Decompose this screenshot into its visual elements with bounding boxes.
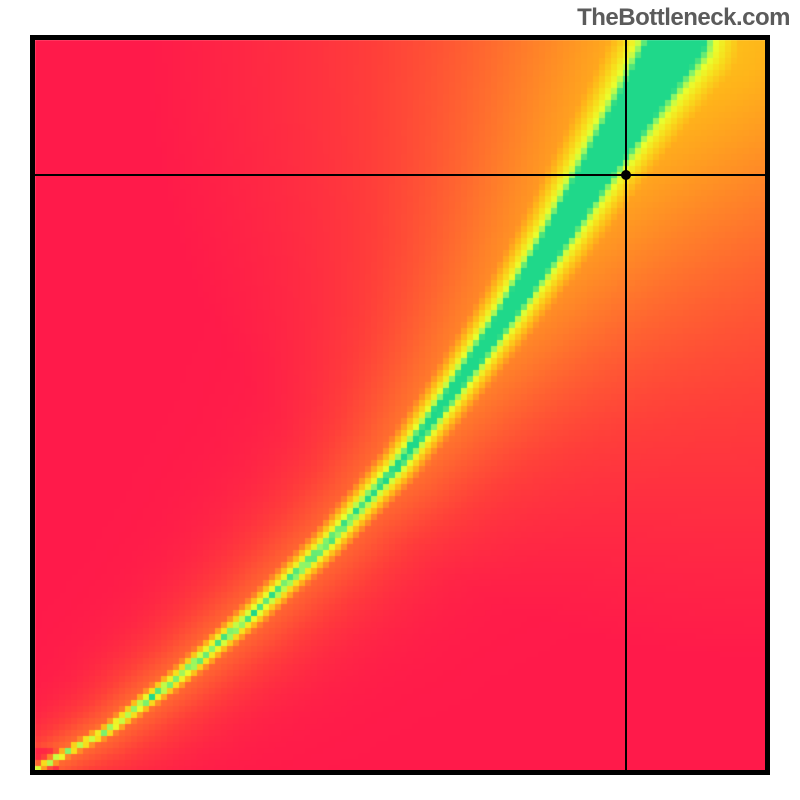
watermark-text: TheBottleneck.com	[577, 4, 790, 32]
heatmap-canvas	[0, 0, 800, 800]
chart-container: TheBottleneck.com	[0, 0, 800, 800]
